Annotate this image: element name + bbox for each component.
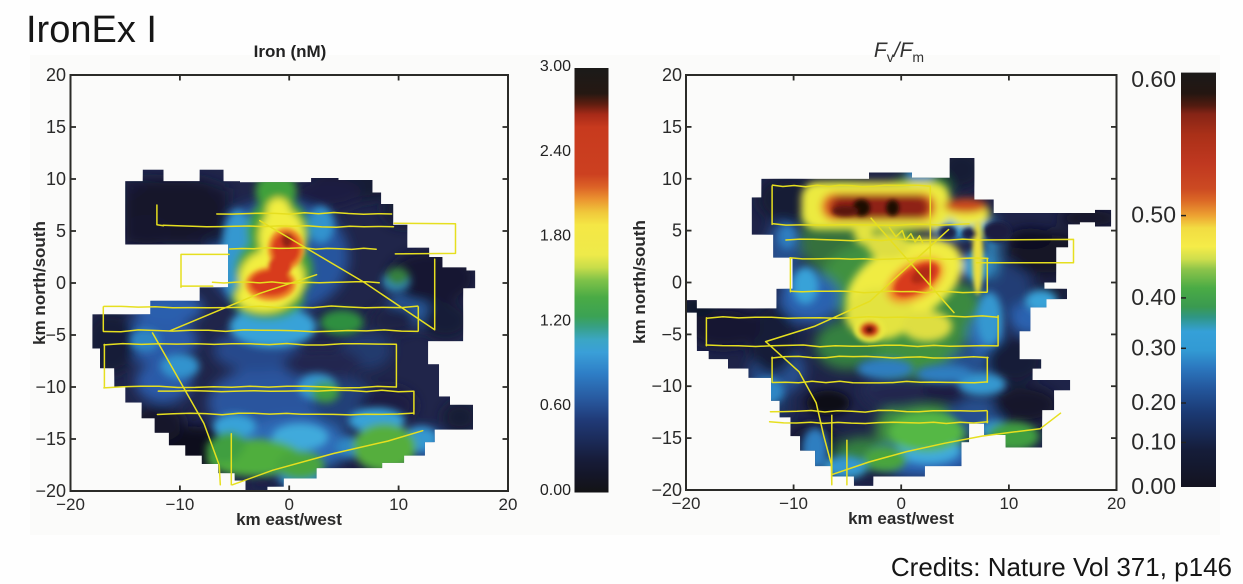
svg-text:−20: −20 — [56, 495, 85, 514]
svg-text:10: 10 — [999, 494, 1018, 513]
svg-text:Credits: Nature Vol 371, p146: Credits: Nature Vol 371, p146 — [891, 552, 1232, 582]
svg-text:10: 10 — [46, 169, 66, 189]
svg-text:3.00: 3.00 — [540, 58, 571, 75]
svg-text:0.20: 0.20 — [1131, 389, 1176, 415]
svg-text:10: 10 — [662, 169, 682, 189]
svg-text:−10: −10 — [651, 376, 682, 396]
svg-text:0.00: 0.00 — [1131, 473, 1176, 499]
svg-text:Fv/Fm: Fv/Fm — [874, 39, 924, 65]
svg-text:20: 20 — [46, 65, 66, 85]
svg-text:2.40: 2.40 — [540, 143, 571, 160]
svg-text:15: 15 — [46, 117, 66, 137]
svg-text:0.00: 0.00 — [540, 482, 571, 499]
svg-text:Iron (nM): Iron (nM) — [254, 42, 327, 61]
svg-text:−20: −20 — [672, 494, 701, 513]
svg-text:−20: −20 — [651, 480, 682, 500]
svg-text:0: 0 — [672, 273, 682, 293]
svg-text:km east/west: km east/west — [236, 510, 342, 529]
svg-text:1.20: 1.20 — [540, 312, 571, 329]
svg-text:−20: −20 — [35, 481, 66, 501]
svg-text:10: 10 — [389, 495, 408, 514]
svg-text:−5: −5 — [661, 324, 682, 344]
svg-text:20: 20 — [499, 495, 518, 514]
svg-text:−10: −10 — [35, 377, 66, 397]
svg-text:0.40: 0.40 — [1131, 284, 1176, 310]
svg-text:1.80: 1.80 — [540, 228, 571, 245]
svg-text:0.60: 0.60 — [1131, 66, 1176, 92]
svg-text:15: 15 — [662, 117, 682, 137]
svg-text:0: 0 — [56, 273, 66, 293]
svg-text:20: 20 — [1107, 494, 1126, 513]
svg-text:−15: −15 — [35, 429, 66, 449]
svg-text:0.30: 0.30 — [1131, 334, 1176, 360]
svg-text:0.60: 0.60 — [540, 397, 571, 414]
svg-text:−10: −10 — [779, 494, 808, 513]
svg-text:0: 0 — [896, 494, 905, 513]
svg-text:0: 0 — [284, 495, 293, 514]
svg-text:−10: −10 — [165, 495, 194, 514]
svg-text:−5: −5 — [45, 325, 66, 345]
svg-text:5: 5 — [56, 221, 66, 241]
svg-text:km north/south: km north/south — [30, 221, 49, 345]
svg-text:0.50: 0.50 — [1131, 202, 1176, 228]
svg-text:20: 20 — [662, 65, 682, 85]
svg-text:IronEx I: IronEx I — [26, 9, 157, 51]
svg-text:5: 5 — [672, 221, 682, 241]
svg-text:km east/west: km east/west — [848, 509, 954, 528]
svg-text:km north/south: km north/south — [630, 220, 649, 344]
svg-text:−15: −15 — [651, 428, 682, 448]
svg-text:0.10: 0.10 — [1131, 429, 1176, 455]
